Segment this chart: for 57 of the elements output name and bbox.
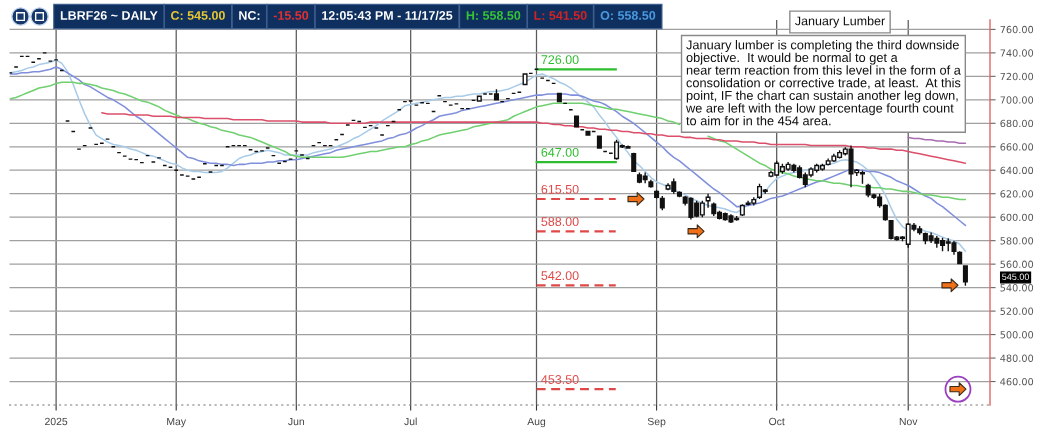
x-tick-label: Aug (527, 417, 546, 428)
candlestick (648, 178, 654, 189)
y-tick-label: 660.00 (1000, 143, 1034, 151)
chart-title: LBRF26 ~ DAILY (60, 11, 158, 20)
y-tick-label: 520.00 (1000, 307, 1034, 315)
y-tick-label: 760.00 (1000, 25, 1034, 34)
ref-line-label: 588.00 (541, 217, 579, 227)
candlestick (631, 151, 637, 173)
x-tick-label: 2025 (45, 417, 68, 426)
y-tick-label: 600.00 (1000, 213, 1034, 222)
candlestick (493, 88, 499, 101)
candlestick (654, 189, 660, 200)
ref-line-label: 726.00 (541, 55, 579, 65)
ref-line-label: 615.50 (541, 184, 579, 194)
x-tick-label: Jul (404, 417, 417, 426)
candlestick (574, 115, 580, 128)
candlestick (659, 195, 665, 211)
candlestick (739, 203, 745, 217)
candlestick (556, 92, 562, 103)
candlestick (705, 193, 711, 209)
candlestick (962, 265, 968, 287)
text: -15.50 (273, 11, 309, 20)
y-tick-label: 560.00 (1000, 260, 1034, 268)
ref-line-label: 542.00 (541, 271, 579, 281)
y-tick-label: 620.00 (1000, 190, 1034, 198)
y-tick-label: 540.00 (1000, 284, 1034, 292)
candlestick (476, 95, 482, 102)
y-tick-label: 460.00 (1000, 378, 1034, 386)
y-tick-label: 720.00 (1000, 72, 1034, 81)
y-tick-label: 480.00 (1000, 354, 1034, 362)
annotation: January lumber is completing the third downside objective. It would be normal to get a near term reaction from this level in the form of a consolidation or corrective trade, at least. At this point, IF the chart can sustain another leg down, we are left with the low percentage fourth count to aim for in the 454 area. (685, 40, 961, 126)
y-tick-label: 640.00 (1000, 166, 1034, 175)
x-tick-label: May (167, 417, 187, 428)
text: L: 541.50 (534, 11, 587, 20)
text: 12:05:43 PM - 11/17/25 (322, 10, 453, 20)
text: O: 558.50 (600, 11, 656, 20)
text: NC: (239, 11, 260, 20)
y-tick-label: 580.00 (1000, 237, 1034, 245)
line-series (9, 66, 967, 227)
text: H: 558.50 (466, 11, 521, 20)
candlestick (676, 190, 682, 198)
x-tick-label: Oct (769, 417, 785, 426)
annotation: January Lumber (795, 16, 885, 28)
ref-line-label: 647.00 (541, 147, 579, 157)
text: C: 545.00 (171, 11, 225, 20)
text: 545.00 (1002, 273, 1030, 280)
x-tick-label: Jun (288, 417, 305, 426)
ref-line-label: 453.50 (541, 375, 579, 384)
candlestick (596, 135, 602, 149)
y-tick-label: 680.00 (1000, 119, 1034, 128)
candlestick (957, 250, 963, 265)
x-tick-label: Nov (899, 417, 918, 426)
y-tick-label: 740.00 (1000, 49, 1034, 57)
candlestick (585, 130, 591, 136)
x-tick-label: Sep (647, 417, 666, 428)
y-tick-label: 500.00 (1000, 331, 1034, 339)
y-tick-label: 700.00 (1000, 96, 1034, 104)
